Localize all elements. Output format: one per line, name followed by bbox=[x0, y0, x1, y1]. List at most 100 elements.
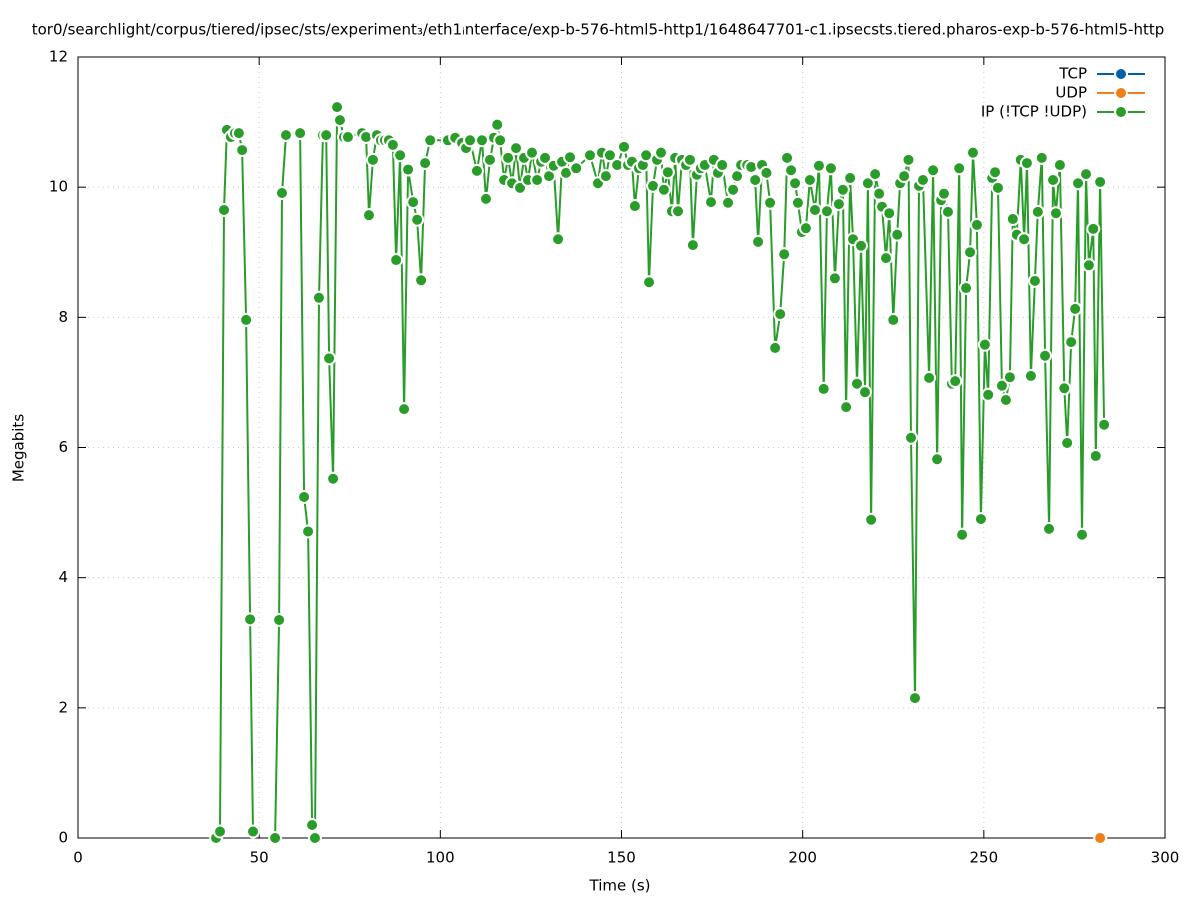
data-point bbox=[915, 173, 930, 188]
data-point bbox=[293, 126, 308, 141]
data-point bbox=[1075, 527, 1090, 542]
data-point bbox=[926, 163, 941, 178]
data-point bbox=[297, 489, 312, 504]
data-point bbox=[1088, 448, 1103, 463]
data-point bbox=[213, 824, 228, 839]
data-point bbox=[627, 199, 642, 214]
y-tick-label: 4 bbox=[58, 568, 68, 586]
data-point bbox=[410, 212, 425, 227]
data-point bbox=[656, 182, 671, 197]
data-point bbox=[768, 340, 783, 355]
data-point bbox=[239, 312, 254, 327]
x-tick-label: 300 bbox=[1151, 849, 1180, 867]
data-point bbox=[940, 204, 955, 219]
data-point bbox=[823, 161, 838, 176]
data-point bbox=[326, 471, 341, 486]
legend-label: UDP bbox=[1055, 84, 1087, 102]
chart-title: tor0/searchlight/corpus/tiered/ipsec/sts… bbox=[32, 21, 1165, 39]
data-point bbox=[406, 195, 421, 210]
data-point bbox=[305, 817, 320, 832]
x-tick-label: 200 bbox=[788, 849, 817, 867]
x-tick-label: 50 bbox=[250, 849, 269, 867]
data-point bbox=[397, 402, 412, 417]
data-point bbox=[1060, 435, 1075, 450]
data-point bbox=[963, 245, 978, 260]
data-point bbox=[715, 158, 730, 173]
x-tick-label: 150 bbox=[607, 849, 636, 867]
data-point bbox=[1038, 348, 1053, 363]
data-point bbox=[385, 137, 400, 152]
x-tick-label: 250 bbox=[970, 849, 999, 867]
data-point bbox=[973, 512, 988, 527]
y-tick-label: 6 bbox=[58, 438, 68, 456]
data-point bbox=[272, 612, 287, 627]
data-point bbox=[243, 612, 258, 627]
data-point bbox=[1093, 174, 1108, 189]
data-point bbox=[854, 238, 869, 253]
plot-border bbox=[77, 56, 1166, 839]
data-point bbox=[1002, 370, 1017, 385]
data-point bbox=[231, 126, 246, 141]
data-point bbox=[930, 452, 945, 467]
data-point bbox=[501, 150, 516, 165]
legend-marker bbox=[1114, 67, 1128, 81]
data-point bbox=[798, 221, 813, 236]
data-point bbox=[414, 273, 429, 288]
data-point bbox=[990, 180, 1005, 195]
data-point bbox=[551, 232, 566, 247]
data-point bbox=[843, 171, 858, 186]
data-point bbox=[839, 400, 854, 415]
data-point bbox=[682, 152, 697, 167]
data-point bbox=[1097, 417, 1112, 432]
data-point bbox=[1023, 368, 1038, 383]
data-point bbox=[965, 145, 980, 160]
legend-label: TCP bbox=[1058, 65, 1087, 83]
data-point bbox=[788, 176, 803, 191]
data-point bbox=[1086, 221, 1101, 236]
x-tick-label: 0 bbox=[73, 849, 83, 867]
data-point bbox=[835, 182, 850, 197]
data-point bbox=[393, 148, 408, 163]
data-point bbox=[660, 165, 675, 180]
data-point bbox=[1057, 381, 1072, 396]
data-point bbox=[569, 161, 584, 176]
x-tick-label: 100 bbox=[426, 849, 455, 867]
legend-marker bbox=[1114, 105, 1128, 119]
data-point bbox=[831, 197, 846, 212]
y-tick-label: 8 bbox=[58, 308, 68, 326]
data-point bbox=[1030, 204, 1045, 219]
data-point bbox=[780, 150, 795, 165]
data-point bbox=[784, 163, 799, 178]
data-point bbox=[977, 337, 992, 352]
data-point bbox=[879, 251, 894, 266]
y-tick-label: 10 bbox=[49, 178, 68, 196]
data-point bbox=[1005, 212, 1020, 227]
data-point bbox=[1071, 176, 1086, 191]
data-point bbox=[1042, 521, 1057, 536]
data-point bbox=[685, 238, 700, 253]
data-point bbox=[365, 152, 380, 167]
data-point bbox=[904, 430, 919, 445]
data-point bbox=[868, 167, 883, 182]
data-point bbox=[340, 130, 355, 145]
data-point bbox=[1093, 831, 1108, 845]
y-tick-label: 12 bbox=[49, 48, 68, 66]
data-point bbox=[759, 165, 774, 180]
x-axis-label: Time (s) bbox=[589, 877, 651, 895]
data-point bbox=[872, 186, 887, 201]
data-point bbox=[401, 162, 416, 177]
data-point bbox=[864, 512, 879, 527]
data-point bbox=[602, 148, 617, 163]
data-point bbox=[319, 128, 334, 143]
data-point bbox=[582, 148, 597, 163]
data-point bbox=[807, 202, 822, 217]
data-point bbox=[493, 133, 508, 148]
data-point bbox=[777, 247, 792, 262]
data-point bbox=[1017, 232, 1032, 247]
data-point bbox=[988, 165, 1003, 180]
data-point bbox=[1064, 335, 1079, 350]
data-point bbox=[361, 208, 376, 223]
data-point bbox=[703, 195, 718, 210]
y-tick-label: 0 bbox=[58, 829, 68, 847]
data-point bbox=[1052, 158, 1067, 173]
